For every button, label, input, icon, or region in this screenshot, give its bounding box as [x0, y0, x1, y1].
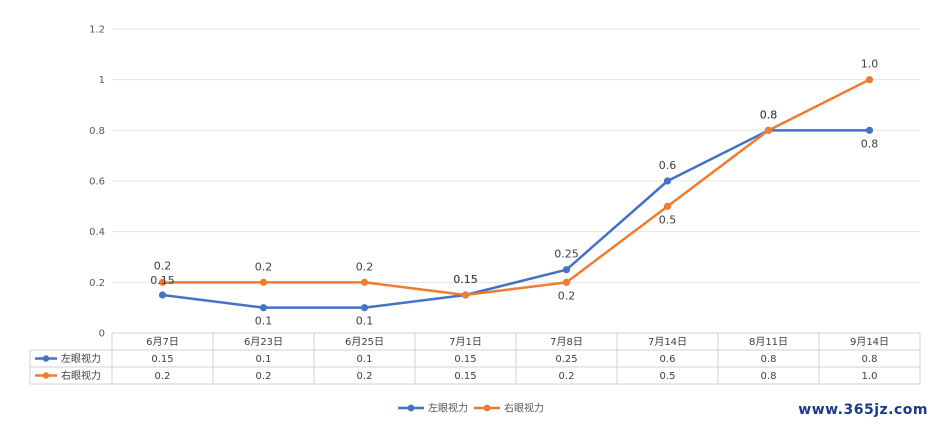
- data-point: [259, 304, 268, 312]
- table-cell: 0.8: [761, 354, 777, 365]
- data-label: 0.2: [255, 260, 273, 273]
- x-tick-label: 9月14日: [850, 336, 889, 348]
- data-point: [663, 177, 672, 185]
- table-cell: 0.15: [151, 354, 173, 365]
- x-tick-label: 6月25日: [345, 336, 384, 348]
- legend-label: 右眼视力: [504, 402, 544, 415]
- table-cell: 0.25: [555, 354, 577, 365]
- table-cell: 0.15: [454, 371, 476, 382]
- table-series-name: 左眼视力: [61, 352, 101, 365]
- table-cell: 0.2: [357, 371, 373, 382]
- series-line-2: [162, 78, 871, 297]
- data-point: [562, 278, 571, 286]
- table-cell: 0.5: [660, 371, 676, 382]
- legend-label: 左眼视力: [428, 402, 468, 415]
- table-legend-marker: [42, 372, 50, 379]
- data-point: [158, 278, 167, 286]
- series-lines: [162, 78, 871, 309]
- x-tick-label: 7月8日: [550, 336, 583, 348]
- data-point: [158, 291, 167, 299]
- data-point: [259, 278, 268, 286]
- table-cell: 0.2: [155, 371, 171, 382]
- data-label: 0.8: [861, 137, 879, 150]
- table-cell: 0.2: [559, 371, 575, 382]
- y-tick-label: 1.2: [89, 25, 105, 36]
- y-tick-label: 0.8: [89, 126, 105, 137]
- table-series-name: 右眼视力: [61, 369, 101, 382]
- data-point: [360, 278, 369, 286]
- data-label: 0.1: [255, 315, 273, 328]
- data-label: 0.2: [558, 289, 576, 302]
- table-cell: 0.8: [862, 354, 878, 365]
- legend-marker: [407, 404, 415, 412]
- data-label: 0.6: [659, 159, 677, 172]
- table-cell: 0.1: [357, 354, 373, 365]
- y-tick-label: 0.6: [89, 177, 105, 188]
- data-label: 0.8: [760, 108, 778, 121]
- data-label: 0.1: [356, 315, 374, 328]
- y-tick-label: 0: [99, 329, 105, 340]
- data-label: 0.25: [554, 248, 579, 261]
- data-label: 0.2: [154, 259, 172, 272]
- x-tick-label: 8月11日: [749, 336, 788, 348]
- table-cell: 0.2: [256, 371, 272, 382]
- gridlines: [112, 28, 920, 334]
- data-label: 0.2: [356, 260, 374, 273]
- y-tick-label: 1: [99, 75, 105, 86]
- y-tick-label: 0.4: [89, 227, 105, 238]
- data-point: [360, 304, 369, 312]
- x-tick-label: 7月14日: [648, 336, 687, 348]
- x-tick-label: 6月7日: [146, 336, 179, 348]
- watermark: www.365jz.com: [798, 402, 928, 418]
- series-markers: [158, 76, 874, 312]
- table-cell: 0.15: [454, 354, 476, 365]
- data-label: 1.0: [861, 58, 879, 71]
- data-label: 0.15: [453, 273, 478, 286]
- x-tick-label: 7月1日: [449, 336, 482, 348]
- table-cell: 0.8: [761, 371, 777, 382]
- table-cell: 0.6: [660, 354, 676, 365]
- data-point: [865, 126, 874, 134]
- legend-marker: [483, 404, 491, 412]
- y-axis-ticks: 0 0.2 0.4 0.6 0.8 1 1.2: [89, 25, 105, 340]
- x-tick-label: 6月23日: [244, 336, 283, 348]
- data-labels: 0.20.150.20.10.20.10.150.150.20.250.50.6…: [150, 58, 878, 328]
- data-point: [764, 126, 773, 134]
- data-label: 0.5: [659, 213, 677, 226]
- data-point: [461, 291, 470, 299]
- table-cell: 0.1: [256, 354, 272, 365]
- data-label: 0.8: [760, 108, 778, 121]
- y-tick-label: 0.2: [89, 278, 105, 289]
- data-point: [865, 76, 874, 84]
- data-point: [562, 266, 571, 274]
- legend: 左眼视力 右眼视力: [398, 402, 544, 415]
- table-legend-marker: [42, 355, 50, 362]
- series-line-1: [162, 129, 870, 309]
- data-table: 6月7日 6月23日 6月25日 7月1日 7月8日 7月14日 8月11日 9月14日左眼视…: [29, 332, 921, 385]
- table-cell: 1.0: [862, 371, 878, 382]
- data-point: [663, 202, 672, 210]
- data-label: 0.15: [453, 273, 478, 286]
- data-label: 0.15: [150, 274, 175, 287]
